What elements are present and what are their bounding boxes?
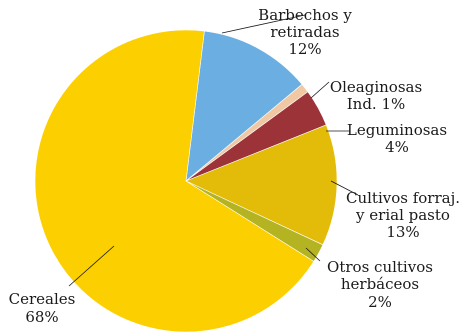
slice-label-cultivos-line2: y erial pasto [355,206,450,224]
pie-slices [34,29,338,333]
slice-label-cultivos-line1: Cultivos forraj. [346,189,460,207]
slice-label-otros-line1: Otros cultivos [327,258,433,276]
slice-label-barbechos-line2: retiradas [270,23,339,41]
leader-line-cultivos-forraj [330,180,359,196]
leader-lines [68,14,359,287]
slice-label-barbechos-percent: 12% [288,40,321,58]
leader-line-otros-cultivos [305,247,321,262]
pie-slice-cereales [34,29,315,333]
slice-label-otros-line2: herbáceos [341,275,419,293]
slice-label-oleaginosas-line1: Oleaginosas [330,78,422,96]
slice-label-cereales-line1: Cereales [9,290,76,308]
pie-slice-cultivos-forraj [185,124,338,246]
leader-line-oleaginosas [310,81,330,99]
slice-label-oleaginosas-line2: Ind. 1% [347,95,406,113]
leader-line-barbechos [221,14,306,34]
leader-line-cereales [68,245,115,287]
slice-label-leguminosas-line1: Leguminosas [347,121,447,139]
slice-label-cereales-percent: 68% [25,308,58,326]
pie-slice-barbechos [185,30,303,182]
slice-label-leguminosas-percent: 4% [385,138,409,156]
slice-label-cultivos-percent: 13% [386,223,419,241]
slice-label-otros-percent: 2% [368,293,392,311]
slice-label-barbechos-line1: Barbechos y [258,6,352,24]
